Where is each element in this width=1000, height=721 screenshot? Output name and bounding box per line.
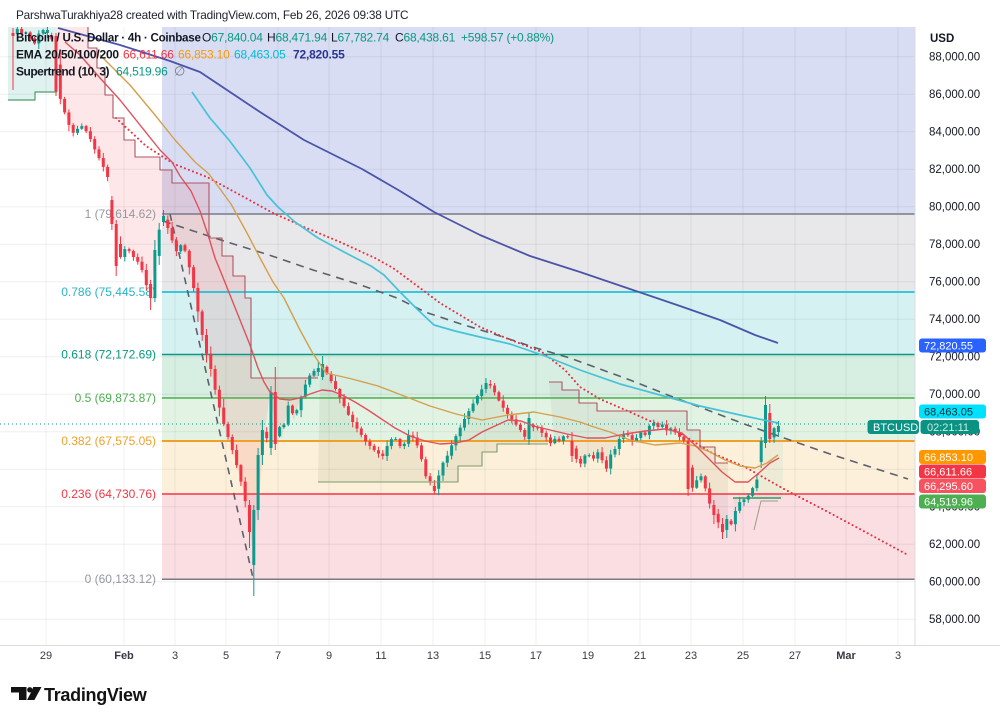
svg-text:1 (79,614.62): 1 (79,614.62) [85,207,156,221]
svg-text:17: 17 [530,650,542,662]
svg-text:C68,438.61: C68,438.61 [395,31,456,45]
svg-text:Bitcoin / U.S. Dollar · 4h · C: Bitcoin / U.S. Dollar · 4h · Coinbase [16,32,201,45]
svg-text:88,000.00: 88,000.00 [929,52,980,64]
svg-text:0.382 (67,575.05): 0.382 (67,575.05) [61,434,156,448]
svg-text:Feb: Feb [114,650,134,662]
svg-text:66,853.10: 66,853.10 [924,452,973,464]
svg-text:84,000.00: 84,000.00 [929,127,980,139]
svg-text:78,000.00: 78,000.00 [929,239,980,251]
svg-text:ParshwaTurakhiya28 created wit: ParshwaTurakhiya28 created with TradingV… [16,8,409,22]
svg-text:76,000.00: 76,000.00 [929,277,980,289]
svg-text:66,295.60: 66,295.60 [924,481,973,493]
svg-text:72,820.55: 72,820.55 [293,48,345,62]
svg-text:0 (60,133.12): 0 (60,133.12) [85,572,156,586]
svg-text:27: 27 [789,650,801,662]
svg-text:60,000.00: 60,000.00 [929,577,980,589]
svg-text:3: 3 [895,650,901,662]
svg-text:0.618 (72,172.69): 0.618 (72,172.69) [61,348,156,362]
svg-text:66,853.10: 66,853.10 [178,48,230,62]
svg-text:3: 3 [172,650,178,662]
svg-text:L67,782.74: L67,782.74 [331,31,390,45]
svg-text:74,000.00: 74,000.00 [929,314,980,326]
svg-text:68,463.05: 68,463.05 [924,406,973,418]
svg-text:23: 23 [685,650,697,662]
svg-text:19: 19 [582,650,594,662]
svg-text:∅: ∅ [174,64,185,79]
svg-text:0.5 (69,873.87): 0.5 (69,873.87) [75,391,156,405]
svg-text:72,820.55: 72,820.55 [924,340,973,352]
svg-text:EMA 20/50/100/200: EMA 20/50/100/200 [16,48,119,62]
svg-text:68,463.05: 68,463.05 [234,48,286,62]
svg-text:64,519.96: 64,519.96 [116,65,168,79]
svg-text:64,519.96: 64,519.96 [924,496,973,508]
svg-text:0.236 (64,730.76): 0.236 (64,730.76) [61,487,156,501]
svg-text:70,000.00: 70,000.00 [929,389,980,401]
svg-text:15: 15 [479,650,491,662]
svg-text:86,000.00: 86,000.00 [929,89,980,101]
svg-text:21: 21 [634,650,646,662]
svg-text:BTCUSD: BTCUSD [873,422,918,434]
svg-text:H68,471.94: H68,471.94 [267,31,328,45]
svg-text:66,611.66: 66,611.66 [123,48,174,62]
svg-text:29: 29 [40,650,52,662]
svg-text:0.786 (75,445.58): 0.786 (75,445.58) [61,285,156,299]
svg-text:TradingView: TradingView [44,685,148,705]
svg-text:+598.57 (+0.88%): +598.57 (+0.88%) [461,31,554,45]
svg-text:25: 25 [737,650,749,662]
svg-text:62,000.00: 62,000.00 [929,539,980,551]
svg-text:11: 11 [375,650,386,662]
svg-text:13: 13 [427,650,439,662]
svg-text:58,000.00: 58,000.00 [929,614,980,626]
svg-text:Mar: Mar [836,650,856,662]
svg-text:USD: USD [930,33,954,45]
svg-text:O67,840.04: O67,840.04 [202,31,263,45]
svg-text:9: 9 [326,650,332,662]
svg-text:80,000.00: 80,000.00 [929,202,980,214]
svg-text:Supertrend (10, 3): Supertrend (10, 3) [16,65,110,79]
svg-text:02:21:11: 02:21:11 [927,422,969,434]
svg-text:72,000.00: 72,000.00 [929,352,980,364]
svg-text:82,000.00: 82,000.00 [929,164,980,176]
svg-text:66,611.66: 66,611.66 [924,466,972,478]
svg-text:5: 5 [223,650,229,662]
svg-text:7: 7 [275,650,281,662]
